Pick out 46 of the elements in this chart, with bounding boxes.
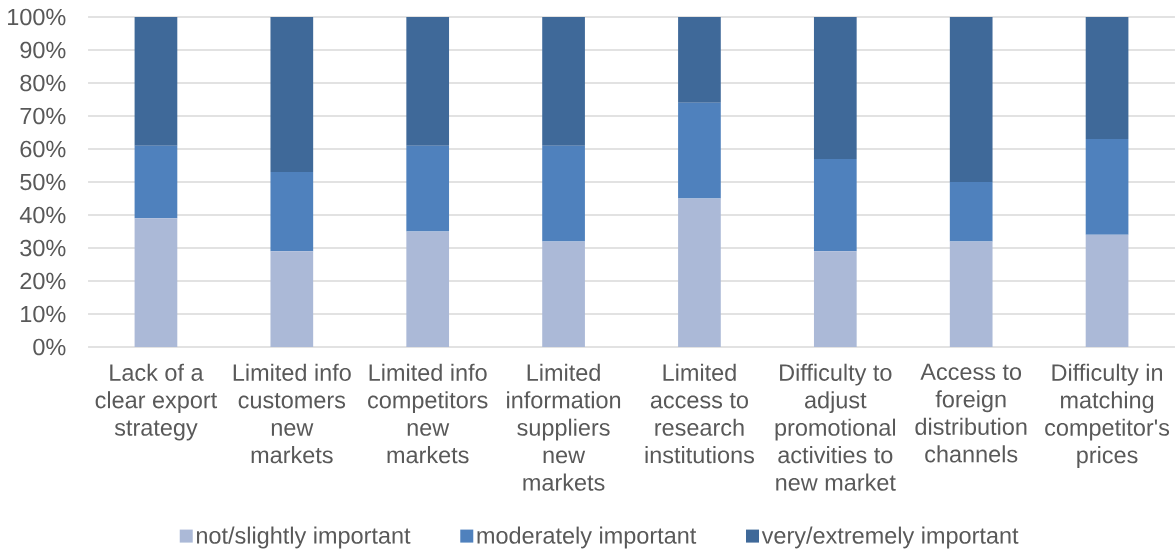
- bar: [406, 17, 450, 146]
- bar: [1085, 234, 1129, 347]
- x-tick-label: Limited access to research institutions: [645, 363, 754, 464]
- bar: [1085, 17, 1129, 140]
- bar: [270, 172, 314, 252]
- x-tick-label: Access to foreign distribution channels: [915, 363, 1027, 463]
- bar: [134, 17, 178, 146]
- legend-label: moderately important: [477, 526, 697, 549]
- legend-label: very/extremely important: [761, 526, 1019, 549]
- y-tick-label: 100%: [8, 8, 66, 26]
- y-tick-label: 70%: [20, 107, 66, 125]
- bar: [949, 241, 993, 347]
- y-tick-label: 80%: [20, 74, 66, 92]
- bar: [134, 218, 178, 347]
- bar: [949, 17, 993, 182]
- x-tick-label: Limited info customers new markets: [233, 363, 351, 464]
- bar: [813, 158, 857, 252]
- bar: [406, 231, 450, 347]
- bar: [542, 145, 585, 242]
- y-tick-label: 20%: [20, 272, 66, 290]
- bar: [270, 17, 314, 173]
- y-tick-label: 0%: [33, 338, 66, 356]
- x-tick-label: Limited info competitors new markets: [368, 363, 488, 464]
- x-tick-label: Lack of a clear export strategy: [95, 363, 218, 441]
- bar: [949, 181, 993, 242]
- y-tick-label: 50%: [20, 173, 66, 191]
- bar: [813, 251, 857, 347]
- bar: [678, 198, 721, 347]
- x-tick-label: Difficulty to adjust promotional activities to new market: [775, 363, 896, 491]
- bar: [678, 102, 721, 199]
- y-tick-label: 40%: [19, 206, 66, 224]
- y-tick-label: 10%: [21, 305, 66, 323]
- bar: [134, 145, 178, 219]
- y-tick-label: 90%: [20, 41, 66, 59]
- y-tick-label: 60%: [20, 140, 66, 158]
- bar: [270, 251, 314, 347]
- bar: [542, 17, 585, 146]
- x-tick-label: Difficulty in matching competitor's prices: [1045, 363, 1170, 468]
- bar: [1085, 139, 1129, 235]
- bar: [678, 17, 721, 103]
- x-tick-label: Limited information suppliers new markets: [507, 363, 621, 491]
- bar: [406, 145, 450, 232]
- bar: [813, 17, 857, 159]
- bar: [542, 241, 585, 347]
- legend-label: not/slightly important: [196, 526, 411, 549]
- y-tick-label: 30%: [20, 239, 66, 257]
